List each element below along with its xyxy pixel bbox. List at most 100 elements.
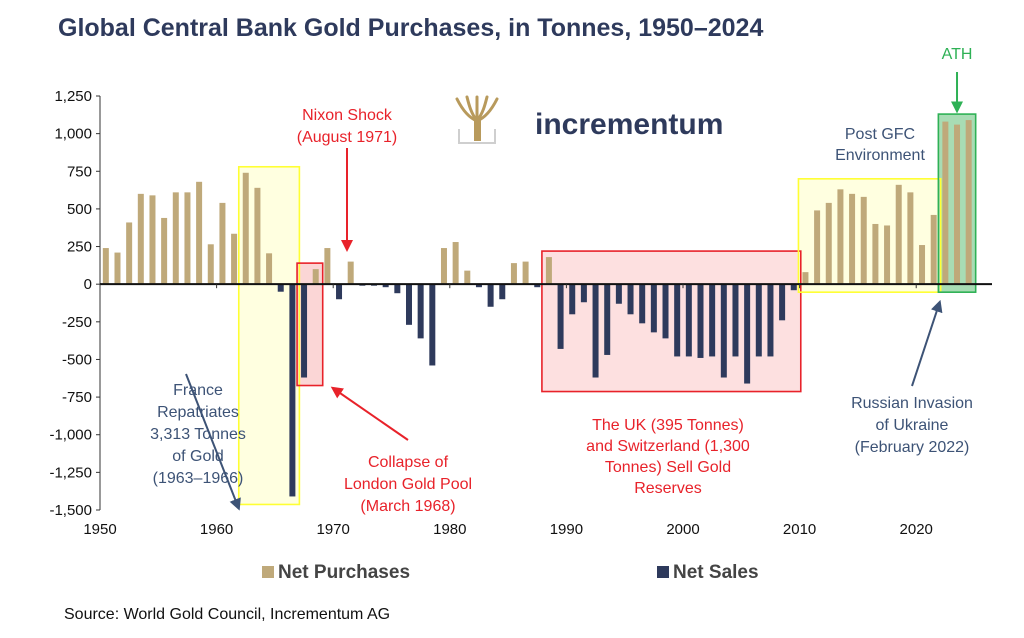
highlight-box-collapse-fill xyxy=(297,263,323,386)
bar-1970 xyxy=(336,284,343,300)
bar-1969 xyxy=(324,248,331,285)
bar-1990 xyxy=(569,284,576,315)
annotation-france-repatriates: France Repatriates 3,313 Tonnes of Gold (196… xyxy=(150,382,246,487)
bar-2004 xyxy=(732,284,739,357)
source-note: Source: World Gold Council, Incrementum … xyxy=(64,606,391,623)
bar-1963 xyxy=(254,187,261,285)
legend-net-sales: Net Sales xyxy=(673,562,759,583)
y-tick-label: -500 xyxy=(62,351,92,368)
x-tick-label: 1970 xyxy=(317,521,350,538)
bar-1965 xyxy=(277,284,284,292)
x-tick-label: 2010 xyxy=(783,521,816,538)
annotation-uk-switzerland: The UK (395 Tonnes) and Switzerland (1,30… xyxy=(586,417,750,497)
bar-2014 xyxy=(849,193,856,285)
bar-1968 xyxy=(312,269,319,285)
bar-2012 xyxy=(825,202,832,285)
bar-1980 xyxy=(452,242,459,285)
bar-1992 xyxy=(592,284,599,378)
bar-1985 xyxy=(510,263,517,285)
bar-1997 xyxy=(650,284,657,333)
bar-1977 xyxy=(417,284,424,339)
bar-2005 xyxy=(744,284,751,384)
bar-1988 xyxy=(545,257,552,285)
bar-1989 xyxy=(557,284,564,349)
bar-2021 xyxy=(930,214,937,285)
y-tick-label: -1,250 xyxy=(49,464,92,481)
bar-2018 xyxy=(895,184,902,285)
bar-1987 xyxy=(534,284,541,288)
bar-2007 xyxy=(767,284,774,357)
bar-1978 xyxy=(429,284,436,366)
bar-1961 xyxy=(231,233,238,285)
bar-1962 xyxy=(242,172,249,285)
bar-1952 xyxy=(126,222,133,285)
highlight-box-uk-fill xyxy=(541,251,801,392)
bar-1996 xyxy=(639,284,646,324)
y-tick-label: 250 xyxy=(67,239,92,256)
bar-2024 xyxy=(965,120,972,285)
bar-2020 xyxy=(919,245,926,285)
y-tick-label: 500 xyxy=(67,201,92,218)
bar-1986 xyxy=(522,261,529,285)
bar-chart: 1,250 1,000 750 500 250 0 -250 -500 -750 -1,000 -1… xyxy=(49,46,992,583)
highlight-box-france-fill xyxy=(238,166,300,505)
x-tick-label: 1980 xyxy=(433,521,466,538)
bar-1959 xyxy=(207,244,214,285)
x-tick-label: 2020 xyxy=(900,521,933,538)
bar-2011 xyxy=(814,210,821,285)
bar-1967 xyxy=(301,284,308,378)
bar-2000 xyxy=(685,284,692,357)
bar-1955 xyxy=(161,217,168,285)
bar-1998 xyxy=(662,284,669,339)
y-tick-label: -1,500 xyxy=(49,502,92,519)
x-tick-label: 1990 xyxy=(550,521,583,538)
bar-2019 xyxy=(907,192,914,285)
bar-1957 xyxy=(184,192,191,285)
bar-2013 xyxy=(837,189,844,285)
bar-2023 xyxy=(954,124,961,285)
legend-net-purchases: Net Purchases xyxy=(278,562,410,583)
arrow-collapse xyxy=(330,386,409,441)
bar-1993 xyxy=(604,284,611,355)
bar-1954 xyxy=(149,195,156,285)
legend-net-purchases-swatch xyxy=(262,566,274,578)
arrow-france xyxy=(185,373,241,511)
bar-2009 xyxy=(790,284,797,291)
annotation-nixon-shock: Nixon Shock (August 1971) xyxy=(297,107,398,146)
x-tick-label: 1960 xyxy=(200,521,233,538)
tree-logo-icon xyxy=(455,95,499,144)
chart-title: Global Central Bank Gold Purchases, in T… xyxy=(58,14,764,42)
bar-1991 xyxy=(580,284,587,303)
bar-2015 xyxy=(860,196,867,285)
y-tick-label: 1,250 xyxy=(54,88,92,105)
y-tick-label: 0 xyxy=(84,276,92,293)
bar-1950 xyxy=(102,248,109,285)
bar-1982 xyxy=(475,284,482,288)
bar-1966 xyxy=(289,284,296,497)
bar-2003 xyxy=(720,284,727,378)
bar-1958 xyxy=(196,181,203,285)
legend-net-sales-swatch xyxy=(657,566,669,578)
incrementum-logo: incrementum xyxy=(455,95,723,144)
logo-wordmark: incrementum xyxy=(535,108,723,141)
bar-2022 xyxy=(942,121,949,285)
annotation-russian-invasion: Russian Invasion of Ukraine (February 2022… xyxy=(851,395,973,456)
bar-2017 xyxy=(884,225,891,285)
bar-2006 xyxy=(755,284,762,357)
bar-2002 xyxy=(709,284,716,357)
highlight-box-collapse xyxy=(296,262,324,387)
bar-1975 xyxy=(394,284,401,294)
x-tick-label: 2000 xyxy=(666,521,699,538)
bar-1974 xyxy=(382,284,389,288)
bar-2016 xyxy=(872,223,879,285)
highlight-box-uk xyxy=(541,250,802,393)
bar-1999 xyxy=(674,284,681,357)
bar-2010 xyxy=(802,272,809,285)
y-tick-label: 750 xyxy=(67,163,92,180)
bar-1956 xyxy=(172,192,179,285)
bar-1960 xyxy=(219,202,226,285)
bar-1971 xyxy=(347,261,354,285)
y-tick-label: -750 xyxy=(62,389,92,406)
bar-1953 xyxy=(137,193,144,285)
bar-2008 xyxy=(779,284,786,321)
